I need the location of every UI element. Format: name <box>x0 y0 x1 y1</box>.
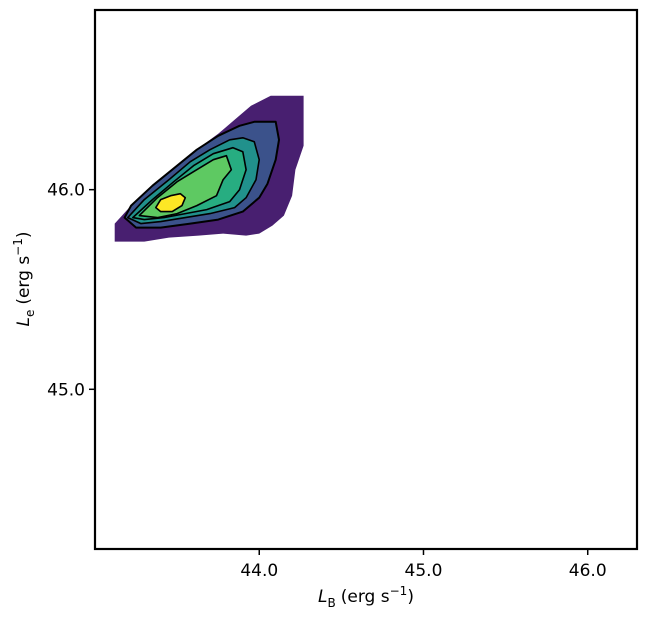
x-axis-label-exponent: −1 <box>390 584 408 598</box>
y-axis-label-subscript: e <box>23 310 37 317</box>
x-tick-label: 46.0 <box>569 561 607 581</box>
contour-line-4 <box>138 154 233 219</box>
density-contour-lines <box>123 120 280 229</box>
y-axis-label-units: (erg s <box>14 256 34 305</box>
y-axis-label: Le (erg s−1) <box>11 231 37 326</box>
plot-area <box>114 95 304 242</box>
y-axis-label-close: ) <box>14 231 34 238</box>
density-fill-levels <box>114 95 304 242</box>
contour-line-2 <box>127 137 261 225</box>
x-axis-label-units: (erg s <box>341 587 390 607</box>
contour-line-5 <box>155 192 187 213</box>
x-axis-label-symbol: L <box>318 587 327 607</box>
contour-line-1 <box>123 120 280 229</box>
x-tick-label: 44.0 <box>240 561 278 581</box>
y-tick-label: 46.0 <box>47 181 85 201</box>
x-axis-label-close: ) <box>407 587 414 607</box>
x-tick-label: 45.0 <box>405 561 443 581</box>
y-axis-label-exponent: −1 <box>11 238 25 256</box>
x-axis-label-subscript: B <box>328 596 336 610</box>
x-axis-label: LB (erg s−1) <box>318 584 414 610</box>
y-tick-label: 45.0 <box>47 380 85 400</box>
y-axis-ticks: 45.0 46.0 <box>47 181 95 400</box>
density-level-6 <box>155 193 186 212</box>
y-axis-label-symbol: L <box>14 317 34 326</box>
plot-frame <box>93 8 639 551</box>
x-axis-ticks: 44.0 45.0 46.0 <box>240 549 607 581</box>
contour-line-3 <box>132 146 247 221</box>
